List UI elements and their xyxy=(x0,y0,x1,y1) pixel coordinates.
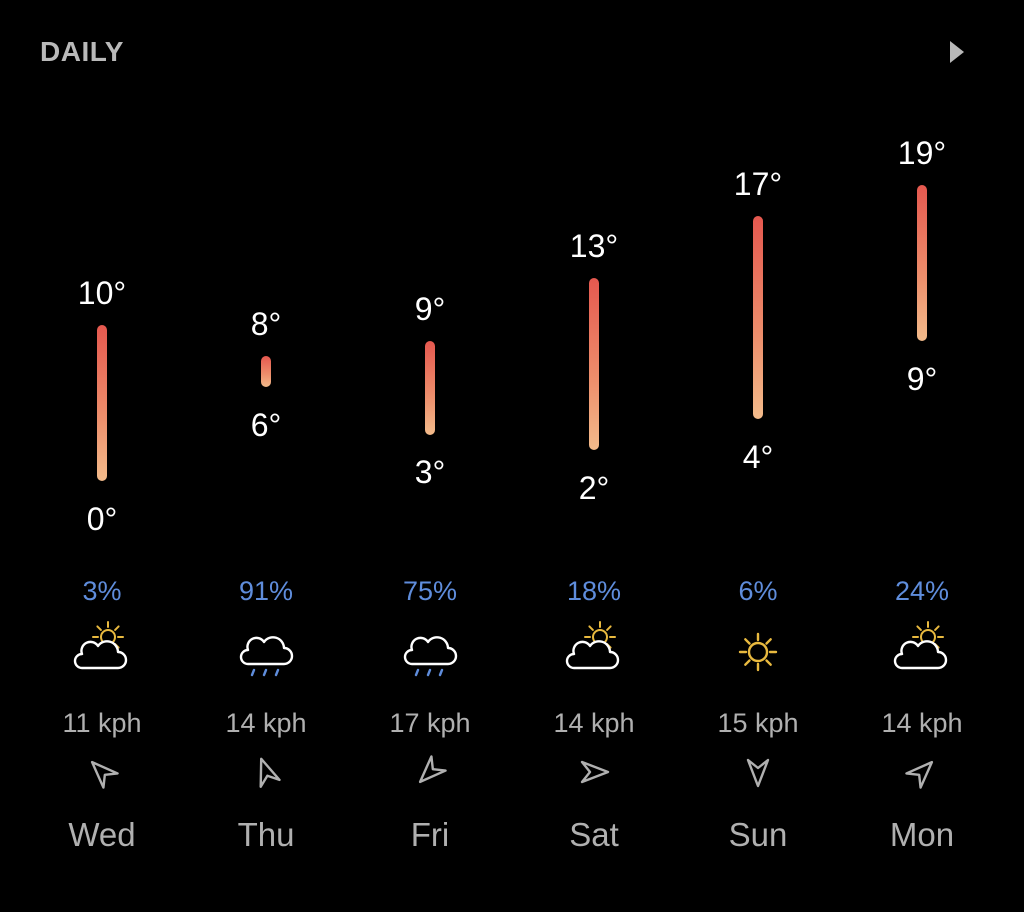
wind-direction-icon xyxy=(746,758,770,788)
wind-direction-icon xyxy=(418,755,447,784)
wind-speed: 14 kph xyxy=(553,708,635,738)
low-temp: 3° xyxy=(414,454,446,490)
wind-speed: 14 kph xyxy=(881,708,963,738)
temp-range-bar xyxy=(425,341,435,435)
day-name: Sun xyxy=(728,816,788,853)
day-column: 10° 0° 3% 11 kph Wed xyxy=(20,0,184,912)
high-temp: 10° xyxy=(77,275,127,311)
low-temp: 9° xyxy=(906,361,938,397)
day-column: 19° 9° 24% 14 kph Mon xyxy=(840,0,1004,912)
precip-chance: 6% xyxy=(738,576,778,606)
wind-speed: 17 kph xyxy=(389,708,471,738)
day-name: Fri xyxy=(410,816,450,853)
wind-speed: 15 kph xyxy=(717,708,799,738)
precip-chance: 18% xyxy=(566,576,622,606)
day-column: 13° 2° 18% 14 kph Sat xyxy=(512,0,676,912)
low-temp: 4° xyxy=(742,439,774,475)
temp-range-bar xyxy=(97,325,107,481)
rain-cloud-icon xyxy=(403,636,458,677)
header-title: DAILY xyxy=(40,36,124,67)
high-temp: 13° xyxy=(569,228,619,264)
temp-range-bar xyxy=(753,216,763,419)
high-temp: 9° xyxy=(414,291,446,327)
low-temp: 6° xyxy=(250,407,282,443)
sun-icon xyxy=(738,632,778,672)
temp-range-bar xyxy=(261,356,271,387)
temp-range-bar xyxy=(589,278,599,450)
high-temp: 17° xyxy=(733,166,783,202)
precip-chance: 91% xyxy=(238,576,294,606)
day-column: 8° 6° 91% 14 kph Thu xyxy=(184,0,348,912)
partly-cloudy-icon xyxy=(893,621,948,670)
wind-direction-icon xyxy=(580,760,610,784)
partly-cloudy-icon xyxy=(565,621,620,670)
partly-cloudy-icon xyxy=(73,621,128,670)
play-arrow-icon[interactable] xyxy=(940,36,972,68)
precip-chance: 24% xyxy=(894,576,950,606)
wind-direction-icon xyxy=(905,760,934,789)
day-column: 17° 4° 6% 15 kph Sun xyxy=(676,0,840,912)
day-name: Sat xyxy=(569,816,619,853)
wind-speed: 14 kph xyxy=(225,708,307,738)
rain-cloud-icon xyxy=(239,636,294,677)
wind-direction-icon xyxy=(259,757,281,788)
temp-range-bar xyxy=(917,185,927,341)
day-name: Thu xyxy=(237,816,295,853)
wind-direction-icon xyxy=(90,760,119,789)
wind-speed: 11 kph xyxy=(62,708,142,738)
precip-chance: 3% xyxy=(82,576,122,606)
precip-chance: 75% xyxy=(402,576,458,606)
day-name: Mon xyxy=(889,816,955,853)
high-temp: 19° xyxy=(897,135,947,171)
low-temp: 0° xyxy=(86,501,118,537)
low-temp: 2° xyxy=(578,470,610,506)
high-temp: 8° xyxy=(250,306,282,342)
day-column: 9° 3° 75% 17 kph Fri xyxy=(348,0,512,912)
day-name: Wed xyxy=(68,816,136,853)
